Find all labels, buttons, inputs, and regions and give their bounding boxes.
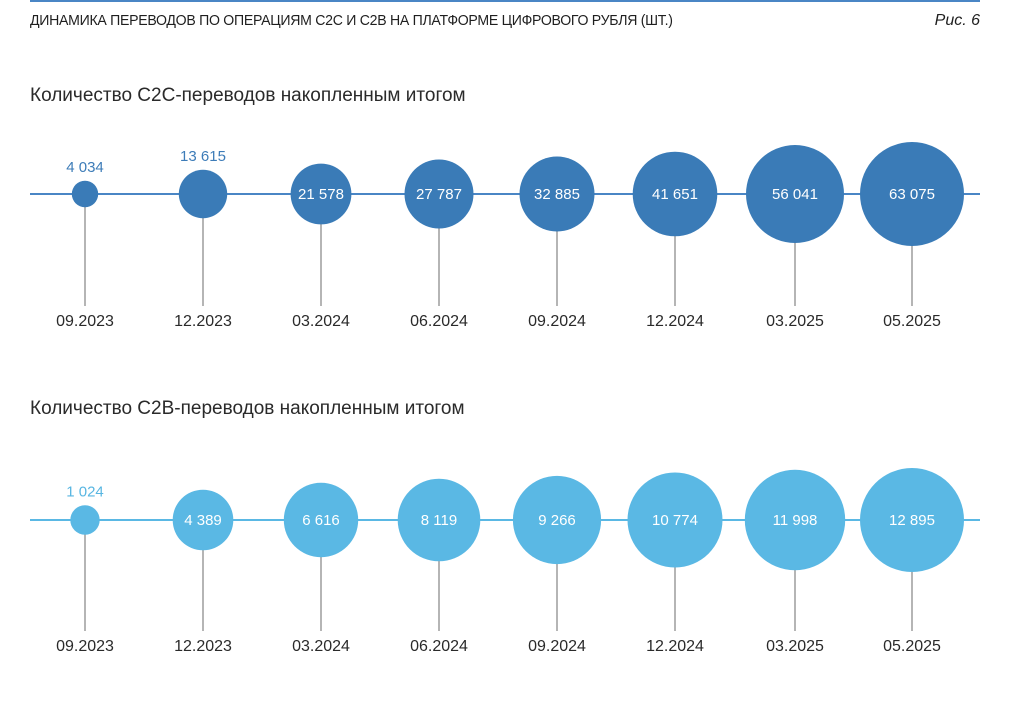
c2c-value-label: 63 075 [889, 186, 935, 203]
c2c-value-label: 21 578 [298, 186, 344, 203]
c2c-tick-label: 03.2025 [766, 313, 824, 330]
c2b-value-label: 6 616 [302, 512, 340, 529]
c2b-value-label: 1 024 [66, 483, 104, 500]
c2b-value-label: 11 998 [773, 512, 818, 529]
c2c-value-label: 56 041 [772, 186, 818, 203]
c2c-bubble [404, 159, 474, 229]
c2c-value-label: 27 787 [416, 186, 462, 203]
c2c-tick-label: 05.2025 [883, 313, 941, 330]
c2b-bubble [744, 469, 846, 571]
top-rule [30, 0, 980, 2]
c2c-bubble [632, 151, 718, 237]
c2c-tick-label: 12.2023 [174, 313, 232, 330]
c2c-bubble [290, 163, 352, 225]
c2b-value-label: 4 389 [184, 512, 222, 529]
c2c-bubble [860, 142, 964, 246]
c2b-value-label: 8 119 [421, 512, 457, 529]
c2b-tick-label: 03.2024 [292, 638, 350, 655]
figure-label: Рис. 6 [934, 12, 980, 29]
c2b-tick-label: 09.2023 [56, 638, 114, 655]
c2c-bubble [178, 169, 228, 219]
c2b-bubble [627, 472, 723, 568]
c2c-value-label: 32 885 [534, 186, 580, 203]
c2b-bubble [860, 468, 964, 572]
c2b-bubble [512, 475, 602, 565]
figure-title: ДИНАМИКА ПЕРЕВОДОВ ПО ОПЕРАЦИЯМ С2С И С2… [30, 12, 673, 29]
c2b-bubble [397, 478, 481, 562]
c2b-tick-label: 12.2024 [646, 638, 704, 655]
c2c-value-label: 13 615 [180, 148, 226, 165]
c2c-bubble [519, 156, 595, 232]
c2b-bubble [70, 505, 100, 535]
c2c-bubble [71, 180, 99, 208]
c2b-bubble [172, 489, 234, 551]
c2b-tick-label: 06.2024 [410, 638, 468, 655]
c2b-value-label: 9 266 [538, 512, 576, 529]
c2b-tick-label: 12.2023 [174, 638, 232, 655]
c2c-value-label: 4 034 [66, 159, 104, 176]
c2c-tick-label: 06.2024 [410, 313, 468, 330]
c2b-tick-label: 05.2025 [883, 638, 941, 655]
c2b-value-label: 12 895 [889, 512, 935, 529]
c2b-subtitle: Количество C2B-переводов накопленным ито… [30, 398, 465, 419]
c2c-tick-label: 12.2024 [646, 313, 704, 330]
c2c-tick-label: 09.2024 [528, 313, 586, 330]
c2c-subtitle: Количество C2C-переводов накопленным ито… [30, 85, 466, 106]
c2b-value-label: 10 774 [652, 512, 698, 529]
c2c-tick-label: 03.2024 [292, 313, 350, 330]
c2b-tick-label: 03.2025 [766, 638, 824, 655]
c2c-tick-label: 09.2023 [56, 313, 114, 330]
c2b-tick-label: 09.2024 [528, 638, 586, 655]
c2b-bubble [283, 482, 359, 558]
c2c-value-label: 41 651 [652, 186, 698, 203]
c2c-bubble [746, 145, 844, 243]
